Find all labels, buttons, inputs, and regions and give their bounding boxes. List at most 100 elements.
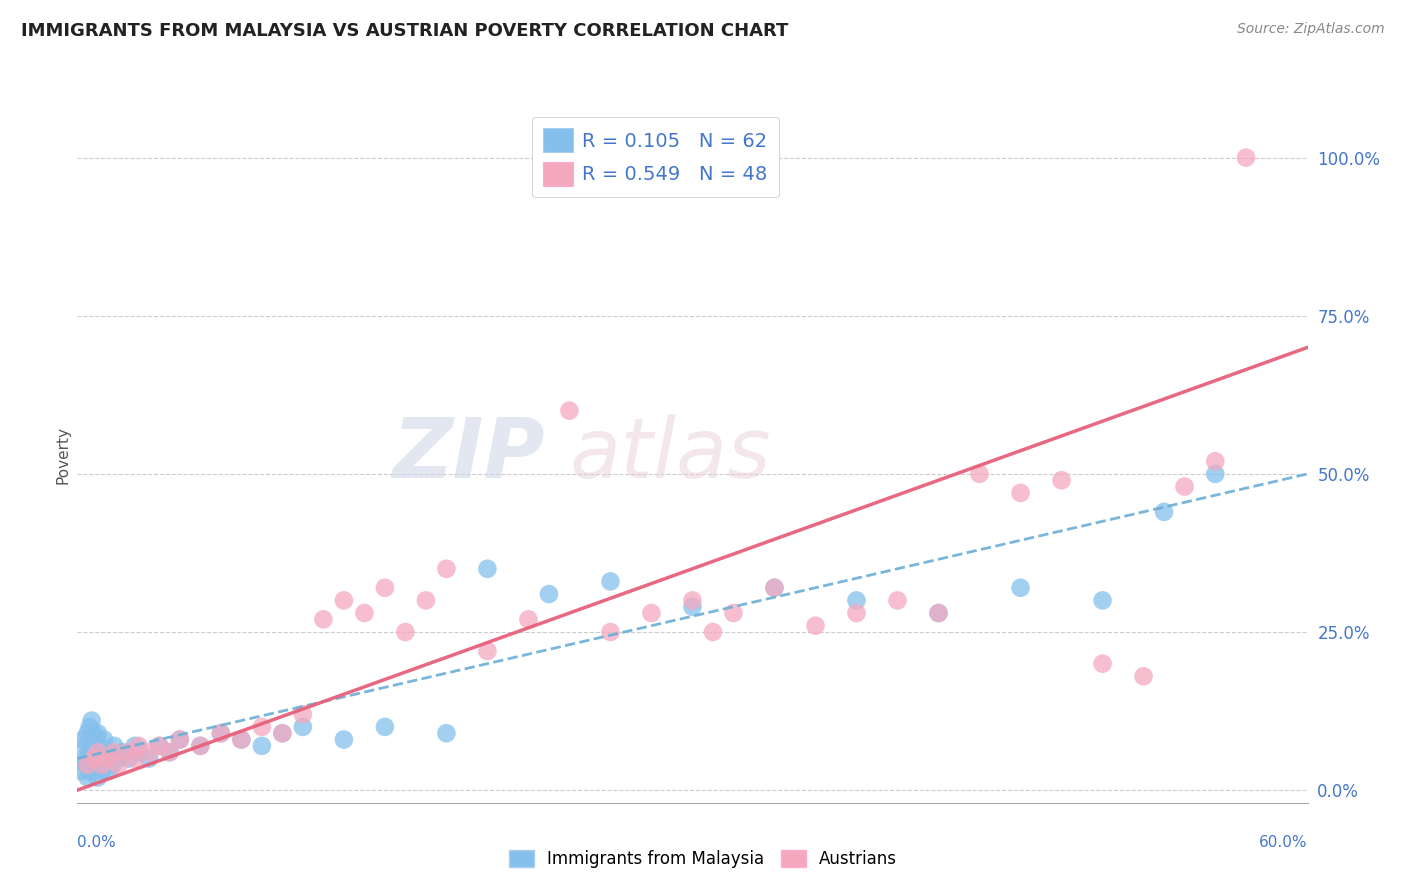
Point (1010, 486, 1032, 500)
Point (1091, 593, 1114, 607)
Point (94, 751, 117, 765)
Point (250, 739, 273, 753)
Point (928, 606, 950, 620)
Point (231, 732, 253, 747)
Point (436, 562, 458, 576)
Point (969, 467, 991, 481)
Point (159, 745, 181, 759)
Point (83, 751, 105, 765)
Point (124, 739, 146, 753)
Point (87, 751, 110, 765)
Point (80, 757, 103, 772)
Point (436, 726, 458, 740)
Point (558, 403, 581, 417)
Point (79, 764, 101, 779)
Legend: R = 0.105   N = 62, R = 0.549   N = 48: R = 0.105 N = 62, R = 0.549 N = 48 (531, 117, 779, 197)
Point (148, 739, 170, 753)
Point (415, 593, 437, 607)
Point (72, 751, 94, 765)
Text: Source: ZipAtlas.com: Source: ZipAtlas.com (1237, 22, 1385, 37)
Point (333, 732, 356, 747)
Point (101, 757, 124, 772)
Point (93, 732, 115, 747)
Point (763, 581, 786, 595)
Point (291, 720, 314, 734)
Point (374, 581, 396, 595)
Point (80, 714, 103, 728)
Point (83, 764, 105, 779)
Point (97, 764, 120, 779)
Point (1234, 151, 1257, 165)
Point (83, 745, 105, 759)
Point (76, 726, 98, 740)
Point (477, 562, 499, 576)
Point (723, 606, 745, 620)
Point (640, 606, 662, 620)
Point (76, 771, 98, 785)
Point (124, 751, 146, 765)
Point (128, 745, 150, 759)
Point (169, 732, 191, 747)
Point (90, 745, 114, 759)
Point (138, 751, 160, 765)
Point (138, 745, 160, 759)
Point (98, 745, 121, 759)
Text: atlas: atlas (569, 415, 770, 495)
Point (97, 751, 120, 765)
Point (599, 625, 621, 640)
Point (188, 739, 212, 753)
Point (1050, 473, 1073, 487)
Point (107, 751, 129, 765)
Point (231, 732, 253, 747)
Point (79, 745, 101, 759)
Point (394, 625, 416, 640)
Legend: Immigrants from Malaysia, Austrians: Immigrants from Malaysia, Austrians (502, 843, 904, 875)
Point (209, 726, 232, 740)
Point (209, 726, 232, 740)
Point (84, 732, 107, 747)
Point (79, 720, 101, 734)
Point (90, 764, 114, 779)
Point (103, 745, 125, 759)
Point (1204, 467, 1226, 481)
Point (886, 593, 908, 607)
Point (702, 625, 724, 640)
Point (517, 612, 540, 626)
Point (271, 726, 294, 740)
Point (75, 739, 97, 753)
Point (128, 739, 150, 753)
Point (89, 757, 111, 772)
Point (250, 720, 273, 734)
Point (75, 757, 97, 772)
Point (107, 757, 129, 772)
Point (1132, 669, 1154, 683)
Point (271, 726, 294, 740)
Point (333, 593, 356, 607)
Point (1174, 479, 1197, 493)
Point (84, 757, 107, 772)
Point (537, 587, 560, 601)
Point (682, 599, 704, 614)
Point (682, 593, 704, 607)
Point (148, 739, 170, 753)
Point (89, 739, 111, 753)
Text: 0.0%: 0.0% (77, 836, 117, 850)
Point (90, 757, 114, 772)
Point (353, 606, 375, 620)
Point (845, 593, 868, 607)
Point (117, 745, 139, 759)
Text: 60.0%: 60.0% (1260, 836, 1308, 850)
Point (188, 739, 212, 753)
Point (169, 732, 191, 747)
Point (845, 606, 868, 620)
Y-axis label: Poverty: Poverty (55, 425, 70, 484)
Point (159, 745, 181, 759)
Point (111, 745, 134, 759)
Point (312, 612, 335, 626)
Point (87, 726, 110, 740)
Point (804, 618, 827, 632)
Text: ZIP: ZIP (392, 415, 546, 495)
Point (477, 644, 499, 658)
Point (72, 732, 94, 747)
Point (70, 764, 93, 779)
